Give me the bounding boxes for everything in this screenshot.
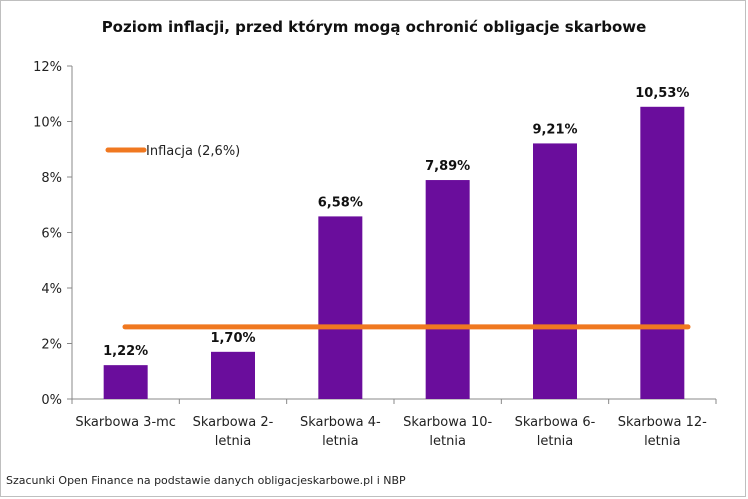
y-tick-label: 6% (41, 227, 62, 242)
data-label: 10,53% (635, 86, 689, 101)
x-category-label: letnia (537, 434, 574, 449)
data-label: 9,21% (532, 122, 577, 137)
y-tick-label: 10% (33, 116, 62, 131)
x-category-label: Skarbowa 4- (300, 415, 381, 430)
x-category-label: Skarbowa 3-mc (75, 415, 176, 430)
y-tick-label: 4% (41, 282, 62, 297)
x-category-label: letnia (429, 434, 466, 449)
x-category-label: Skarbowa 12- (618, 415, 707, 430)
y-tick-label: 2% (41, 338, 62, 353)
x-category-label: letnia (215, 434, 252, 449)
legend-label: Inflacja (2,6%) (146, 144, 240, 159)
data-label: 1,22% (103, 344, 148, 359)
x-category-label: Skarbowa 6- (515, 415, 596, 430)
x-category-label: letnia (644, 434, 681, 449)
source-note: Szacunki Open Finance na podstawie danyc… (6, 474, 406, 487)
bar (640, 106, 685, 399)
bar (318, 216, 363, 399)
bar (425, 180, 470, 399)
bar (211, 351, 255, 399)
y-tick-label: 12% (33, 60, 62, 75)
data-label: 7,89% (425, 159, 470, 174)
data-label: 6,58% (318, 195, 363, 210)
x-category-label: Skarbowa 2- (193, 415, 274, 430)
y-tick-label: 0% (41, 393, 62, 408)
chart-title: Poziom inflacji, przed którym mogą ochro… (101, 18, 647, 36)
y-tick-label: 8% (41, 171, 62, 186)
data-label: 1,70% (210, 331, 255, 346)
bar (533, 143, 577, 399)
x-category-label: letnia (322, 434, 359, 449)
x-category-label: Skarbowa 10- (403, 415, 492, 430)
bar (103, 365, 148, 399)
